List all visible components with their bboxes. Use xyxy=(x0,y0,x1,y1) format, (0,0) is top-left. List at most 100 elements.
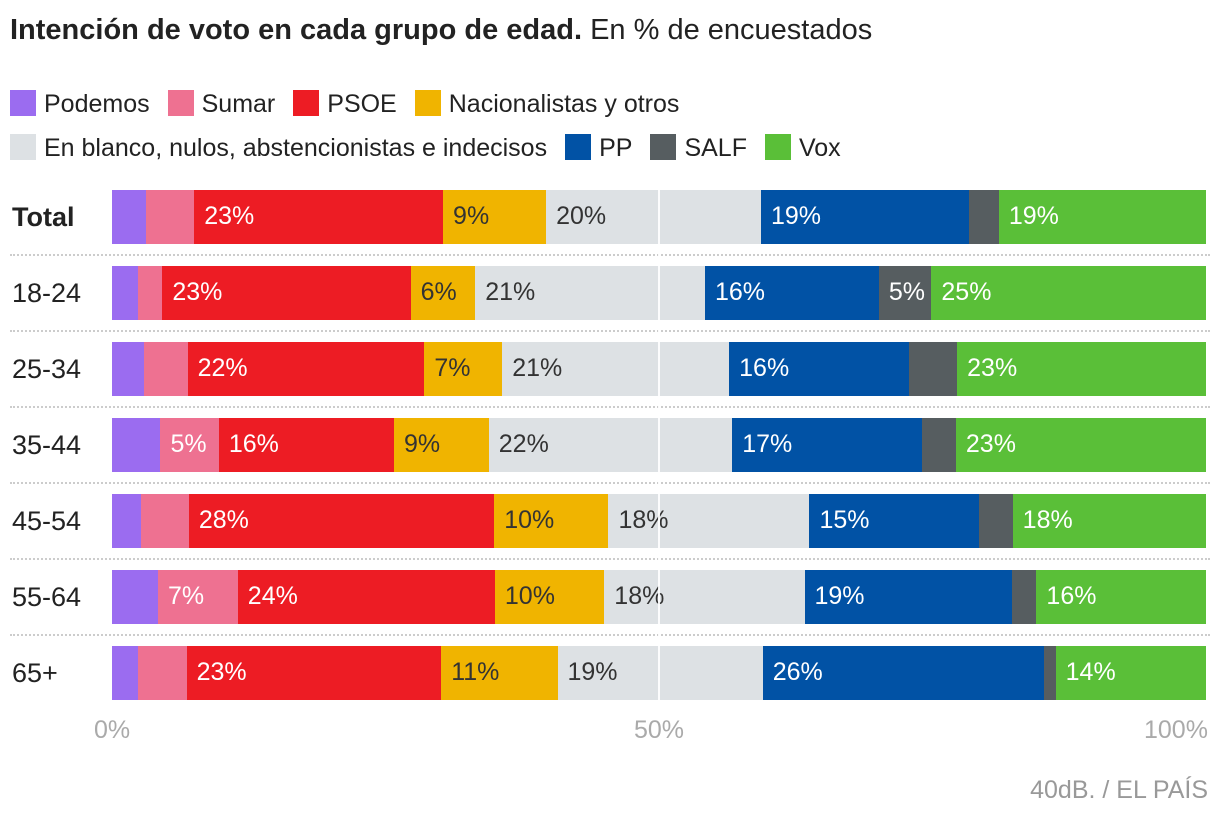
bar-row: 55-64 7% 24% 10% 18% 19% 16% xyxy=(0,570,1220,624)
title-subtitle: En % de encuestados xyxy=(582,14,873,46)
title-bold: Intención de voto en cada grupo de edad. xyxy=(10,14,583,46)
legend-swatch xyxy=(414,90,441,116)
data-label: 18% xyxy=(618,506,669,534)
data-label: 22% xyxy=(197,354,248,382)
bar-segment xyxy=(969,190,1000,244)
data-label: 23% xyxy=(172,278,223,306)
bar-segment: 10% xyxy=(494,570,605,624)
data-label: 14% xyxy=(1065,658,1116,686)
bar-segment: 16% xyxy=(1036,570,1207,624)
data-label: 5% xyxy=(888,278,926,306)
bar-row: 65+ 23% 11% 19% 26% 14% xyxy=(0,646,1220,700)
legend-label: Vox xyxy=(798,134,841,162)
bar-segment: 22% xyxy=(187,342,425,396)
bar-segment xyxy=(138,266,163,320)
data-label: 6% xyxy=(420,278,457,306)
data-label: 10% xyxy=(504,582,555,610)
legend-label: PP xyxy=(599,134,633,162)
bar-segment xyxy=(1043,646,1057,700)
data-label: 23% xyxy=(965,430,1016,458)
bar-segment xyxy=(112,570,159,624)
bar-segment: 7% xyxy=(157,570,239,624)
gridline-50 xyxy=(658,190,660,700)
data-label: 7% xyxy=(167,582,205,610)
bar-segment: 15% xyxy=(809,494,980,548)
data-label: 24% xyxy=(247,582,298,610)
category-label: 35-44 xyxy=(12,430,82,460)
bar-segment xyxy=(921,418,957,472)
bar-segment: 23% xyxy=(162,266,412,320)
legend-swatch xyxy=(167,90,194,116)
bar-segment: 17% xyxy=(732,418,923,472)
bar-segment: 6% xyxy=(410,266,476,320)
bar-row: 25-34 22% 7% 21% 16% 23% xyxy=(0,342,1220,396)
row-divider xyxy=(10,482,1210,484)
bar-segment: 21% xyxy=(475,266,706,320)
bar-row: 45-54 28% 10% 18% 15% 18% xyxy=(0,494,1220,548)
data-label: 9% xyxy=(453,202,490,230)
bar-segment: 11% xyxy=(441,646,558,700)
data-label: 15% xyxy=(819,506,870,534)
data-label: 7% xyxy=(434,354,471,382)
bar-segment xyxy=(1012,570,1037,624)
bar-segment: 23% xyxy=(957,342,1207,396)
category-label: 18-24 xyxy=(12,278,82,308)
bar-segment: 18% xyxy=(1012,494,1207,548)
data-label: 17% xyxy=(742,430,793,458)
bar-segment: 20% xyxy=(546,190,762,244)
data-label: 23% xyxy=(196,658,247,686)
legend-swatch xyxy=(565,134,592,160)
bar-segment: 21% xyxy=(502,342,730,396)
legend-item: Vox xyxy=(764,126,841,170)
data-label: 23% xyxy=(204,202,255,230)
bar-segment: 19% xyxy=(557,646,764,700)
bar-segment: 23% xyxy=(955,418,1207,472)
legend-label: PSOE xyxy=(327,90,397,118)
row-divider xyxy=(10,558,1210,560)
row-divider xyxy=(10,634,1210,636)
data-label: 19% xyxy=(770,202,821,230)
x-tick-label: 50% xyxy=(634,716,685,744)
source-credit: 40dB. / EL PAÍS xyxy=(1030,776,1208,804)
data-label: 16% xyxy=(739,354,790,382)
legend-swatch xyxy=(764,134,791,160)
category-label: Total xyxy=(12,202,75,232)
legend-label: Sumar xyxy=(201,90,276,118)
bar-segment: 23% xyxy=(194,190,444,244)
legend-label: SALF xyxy=(684,134,747,162)
bar-segment xyxy=(145,190,195,244)
bar-segment xyxy=(112,646,139,700)
data-label: 21% xyxy=(512,354,563,382)
bar-segment xyxy=(140,494,190,548)
bar-segment xyxy=(112,342,145,396)
category-label: 55-64 xyxy=(12,582,82,612)
legend-swatch xyxy=(10,90,36,116)
bar-segment: 22% xyxy=(488,418,733,472)
data-label: 19% xyxy=(567,658,618,686)
row-divider xyxy=(10,406,1210,408)
data-label: 19% xyxy=(1008,202,1059,230)
legend-label: Podemos xyxy=(44,90,150,118)
bar-segment: 14% xyxy=(1055,646,1207,700)
data-label: 18% xyxy=(614,582,665,610)
category-label: 45-54 xyxy=(12,506,82,536)
data-label: 22% xyxy=(498,430,549,458)
bar-segment: 9% xyxy=(394,418,490,472)
legend-swatch xyxy=(293,90,320,116)
x-tick-label: 100% xyxy=(1144,716,1208,744)
bar-segment: 16% xyxy=(704,266,880,320)
bar-segment xyxy=(138,646,188,700)
bar-segment: 5% xyxy=(160,418,220,472)
category-label: 25-34 xyxy=(12,354,82,384)
row-divider xyxy=(10,330,1210,332)
bar-segment xyxy=(112,494,142,548)
bar-row: Total 23% 9% 20% 19% 19% xyxy=(0,190,1220,244)
legend-item: PP xyxy=(565,126,632,170)
legend-swatch xyxy=(650,134,677,160)
row-divider xyxy=(10,254,1210,256)
bar-segment: 25% xyxy=(931,266,1207,320)
bar-segment: 24% xyxy=(237,570,496,624)
bar-segment: 28% xyxy=(188,494,495,548)
bar-segment: 10% xyxy=(494,494,609,548)
data-label: 10% xyxy=(504,506,555,534)
